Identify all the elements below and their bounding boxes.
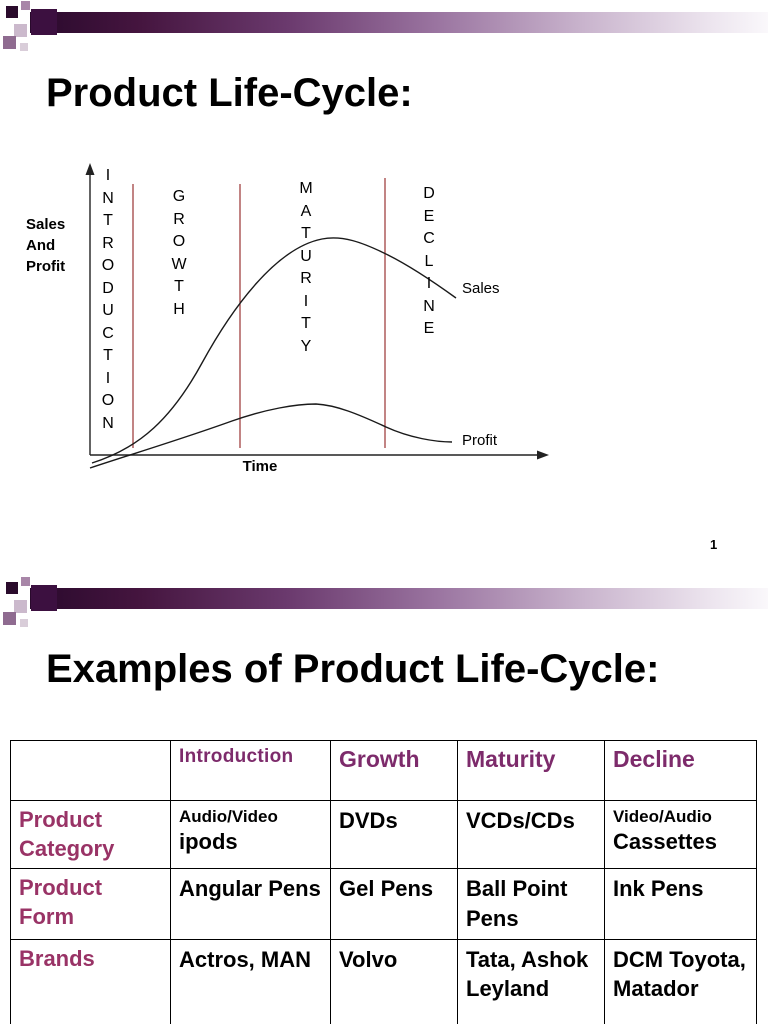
cell-category-growth: DVDs — [330, 799, 458, 870]
y-axis-arrow — [85, 163, 95, 175]
slide1-title: Product Life-Cycle: — [46, 71, 413, 115]
x-axis-label: Time — [242, 458, 278, 475]
cell-form-growth: Gel Pens — [330, 868, 458, 940]
cell-category-decline: Video/Audio Cassettes — [604, 799, 757, 870]
slide-header-decoration — [0, 0, 768, 56]
profit-curve-label: Profit — [462, 432, 498, 449]
profit-curve — [89, 403, 453, 469]
pixel-square — [6, 582, 18, 594]
slide2-title: Examples of Product Life-Cycle: — [46, 647, 660, 691]
pixel-square — [14, 24, 27, 37]
plc-examples-table: Introduction Growth Maturity Decline Pro… — [10, 740, 757, 1024]
cell-brands-introduction: Actros, MAN — [170, 938, 331, 1024]
cell-brands-decline: DCM Toyota, Matador — [604, 938, 757, 1024]
pixel-square — [3, 612, 16, 625]
cell-form-decline: Ink Pens — [604, 868, 757, 940]
pixel-square — [21, 1, 30, 10]
cell-line-small: Video/Audio — [613, 807, 712, 826]
row-label-product-category: Product Category — [10, 799, 171, 870]
cell-brands-growth: Volvo — [330, 938, 458, 1024]
header-cell-growth: Growth — [330, 740, 458, 801]
y-axis-label: Sales And Profit — [26, 216, 66, 275]
pixel-square — [20, 619, 28, 627]
table-row-product-form: Product Form Angular Pens Gel Pens Ball … — [10, 868, 757, 940]
cell-category-introduction: Audio/Video ipods — [170, 799, 331, 870]
pixel-square — [14, 600, 27, 613]
row-label-brands: Brands — [10, 938, 171, 1024]
pixel-square — [21, 577, 30, 586]
row-label-product-form: Product Form — [10, 868, 171, 940]
pixel-square — [3, 36, 16, 49]
pixel-square — [20, 43, 28, 51]
pixel-square — [31, 585, 57, 611]
cell-category-maturity: VCDs/CDs — [457, 799, 605, 870]
pixel-square — [6, 6, 18, 18]
table-row-product-category: Product Category Audio/Video ipods DVDs … — [10, 799, 757, 870]
header-cell-empty — [10, 740, 171, 801]
cell-line-large: Cassettes — [613, 829, 717, 855]
cell-line-small: Audio/Video — [179, 807, 278, 826]
x-axis-arrow — [537, 450, 549, 460]
lifecycle-chart-canvas — [85, 163, 549, 469]
slide-header-decoration — [0, 576, 768, 632]
cell-line-large: ipods — [179, 829, 238, 855]
cell-form-introduction: Angular Pens — [170, 868, 331, 940]
table-row-brands: Brands Actros, MAN Volvo Tata, Ashok Ley… — [10, 938, 757, 1024]
cell-brands-maturity: Tata, Ashok Leyland — [457, 938, 605, 1024]
header-cell-maturity: Maturity — [457, 740, 605, 801]
sales-curve-label: Sales — [462, 280, 500, 297]
header-cell-decline: Decline — [604, 740, 757, 801]
header-cell-introduction: Introduction — [170, 740, 331, 801]
gradient-bar — [30, 588, 768, 609]
gradient-bar — [30, 12, 768, 33]
page-number: 1 — [710, 537, 718, 552]
table-header-row: Introduction Growth Maturity Decline — [10, 740, 757, 801]
pixel-square — [31, 9, 57, 35]
slide-2: Examples of Product Life-Cycle: Introduc… — [0, 576, 768, 1024]
sales-curve — [91, 237, 457, 464]
cell-form-maturity: Ball Point Pens — [457, 868, 605, 940]
